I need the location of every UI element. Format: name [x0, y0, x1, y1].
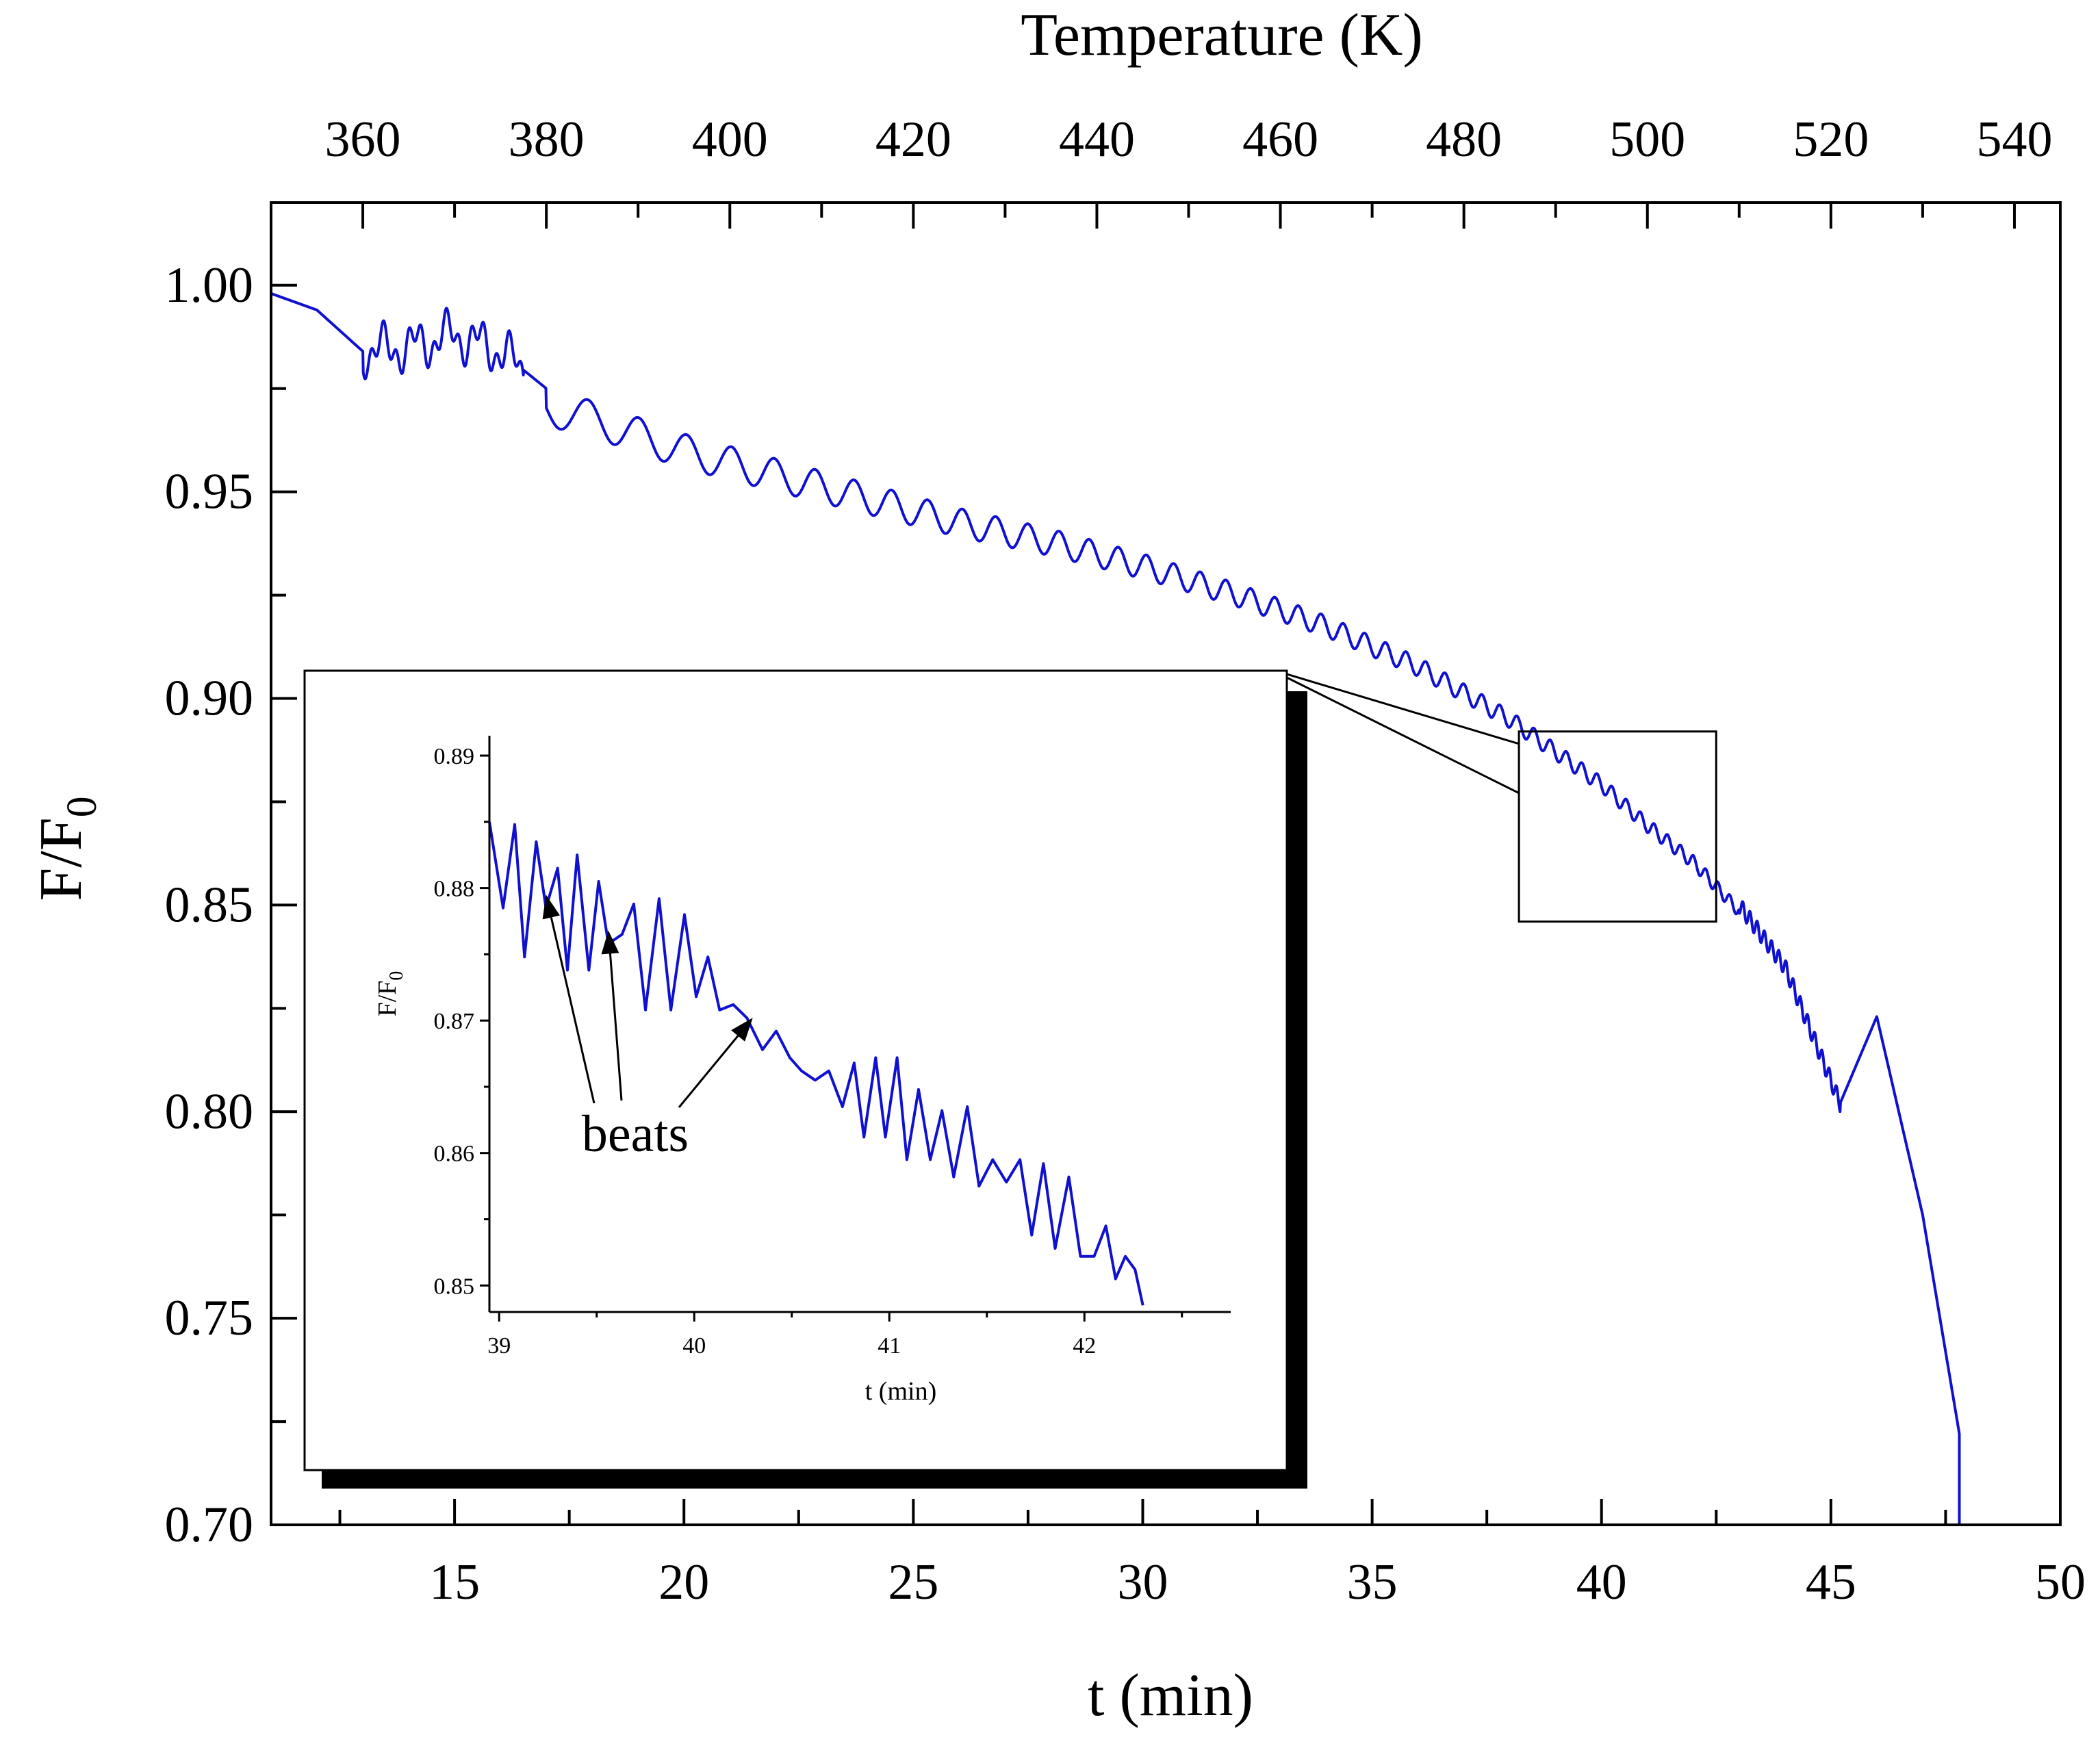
inset-x-tick-label: 40	[682, 1333, 706, 1359]
x2-tick-label: 380	[509, 112, 585, 168]
inset-tick-labels: 39 40 41 42 0.85 0.86 0.87 0.88 0.89	[434, 744, 1097, 1359]
inset-x-tick-label: 39	[487, 1333, 511, 1359]
beats-arrow-shaft	[550, 917, 596, 1104]
main-plot-frame	[270, 201, 2062, 1526]
inset-y-tick-label: 0.85	[434, 1274, 475, 1299]
y-axis-title-subscript: 0	[59, 796, 105, 817]
zoom-connector-line	[1286, 673, 1520, 745]
beats-annotation-label: beats	[582, 1105, 689, 1163]
y-tick-label: 0.70	[165, 1497, 254, 1553]
main-axis-ticks	[270, 203, 2062, 1526]
beats-annotation-arrows	[542, 895, 753, 1108]
x2-tick-label: 480	[1426, 112, 1502, 168]
inset-y-tick-label: 0.88	[434, 877, 475, 902]
x-tick-label: 15	[429, 1554, 480, 1610]
inset-box	[303, 669, 1288, 1471]
x-tick-label: 40	[1576, 1554, 1627, 1610]
x2-tick-label: 400	[692, 112, 768, 168]
beats-arrow-shaft	[609, 953, 623, 1101]
beats-arrow-head	[542, 895, 560, 920]
zoom-connector-line	[1286, 676, 1520, 795]
x-tick-label: 20	[658, 1554, 709, 1610]
beats-arrow-shaft	[678, 1035, 739, 1108]
inset-y-axis-title-main: F/F	[373, 981, 402, 1017]
inset-panel: 39 40 41 42 0.85 0.86 0.87 0.88 0.89 t (min) F/F…	[303, 669, 1307, 1489]
y-tick-label: 1.00	[165, 257, 254, 313]
inset-y-tick-label: 0.87	[434, 1009, 475, 1034]
x-tick-label: 35	[1347, 1554, 1398, 1610]
inset-y-axis-title-subscript: 0	[386, 971, 407, 981]
y-tick-label: 0.80	[165, 1083, 254, 1140]
x2-tick-label: 540	[1976, 112, 2052, 168]
inset-x-axis-title: t (min)	[865, 1377, 936, 1406]
x2-axis-title: Temperature (K)	[1021, 2, 1423, 68]
x2-tick-label: 440	[1059, 112, 1135, 168]
inset-x-tick-label: 41	[878, 1333, 901, 1359]
zoom-region-box	[1518, 730, 1717, 923]
y-tick-label: 0.75	[165, 1290, 254, 1346]
y-tick-label: 0.85	[165, 877, 254, 933]
x2-tick-label: 420	[875, 112, 951, 168]
x2-tick-label: 460	[1242, 112, 1318, 168]
x2-tick-label: 500	[1609, 112, 1685, 168]
inset-x-tick-label: 42	[1073, 1333, 1096, 1359]
beats-arrow-head	[731, 1018, 753, 1042]
x2-tick-label: 360	[325, 112, 401, 168]
main-tick-labels: 15 20 25 30 35 40 45 50 1.00 0.95 0.90 0.85 0.80 0.75…	[165, 112, 2086, 1610]
inset-data-series	[488, 821, 1144, 1306]
x-tick-label: 45	[1806, 1554, 1856, 1610]
x-tick-label: 30	[1117, 1554, 1168, 1610]
inset-y-tick-label: 0.89	[434, 744, 475, 769]
x-axis-title: t (min)	[1088, 1662, 1253, 1729]
x2-tick-label: 520	[1793, 112, 1869, 168]
main-data-series	[270, 292, 1961, 1525]
inset-y-axis-title: F/F0	[373, 971, 407, 1017]
y-tick-label: 0.90	[165, 671, 254, 727]
beats-arrow-head	[601, 930, 619, 955]
y-axis-title: F/F0	[28, 796, 105, 901]
x-tick-label: 50	[2035, 1554, 2086, 1610]
x-tick-label: 25	[888, 1554, 938, 1610]
y-tick-label: 0.95	[165, 464, 254, 520]
y-axis-title-main: F/F	[28, 817, 94, 901]
inset-axis-ticks	[480, 754, 1183, 1322]
inset-y-tick-label: 0.86	[434, 1142, 475, 1167]
